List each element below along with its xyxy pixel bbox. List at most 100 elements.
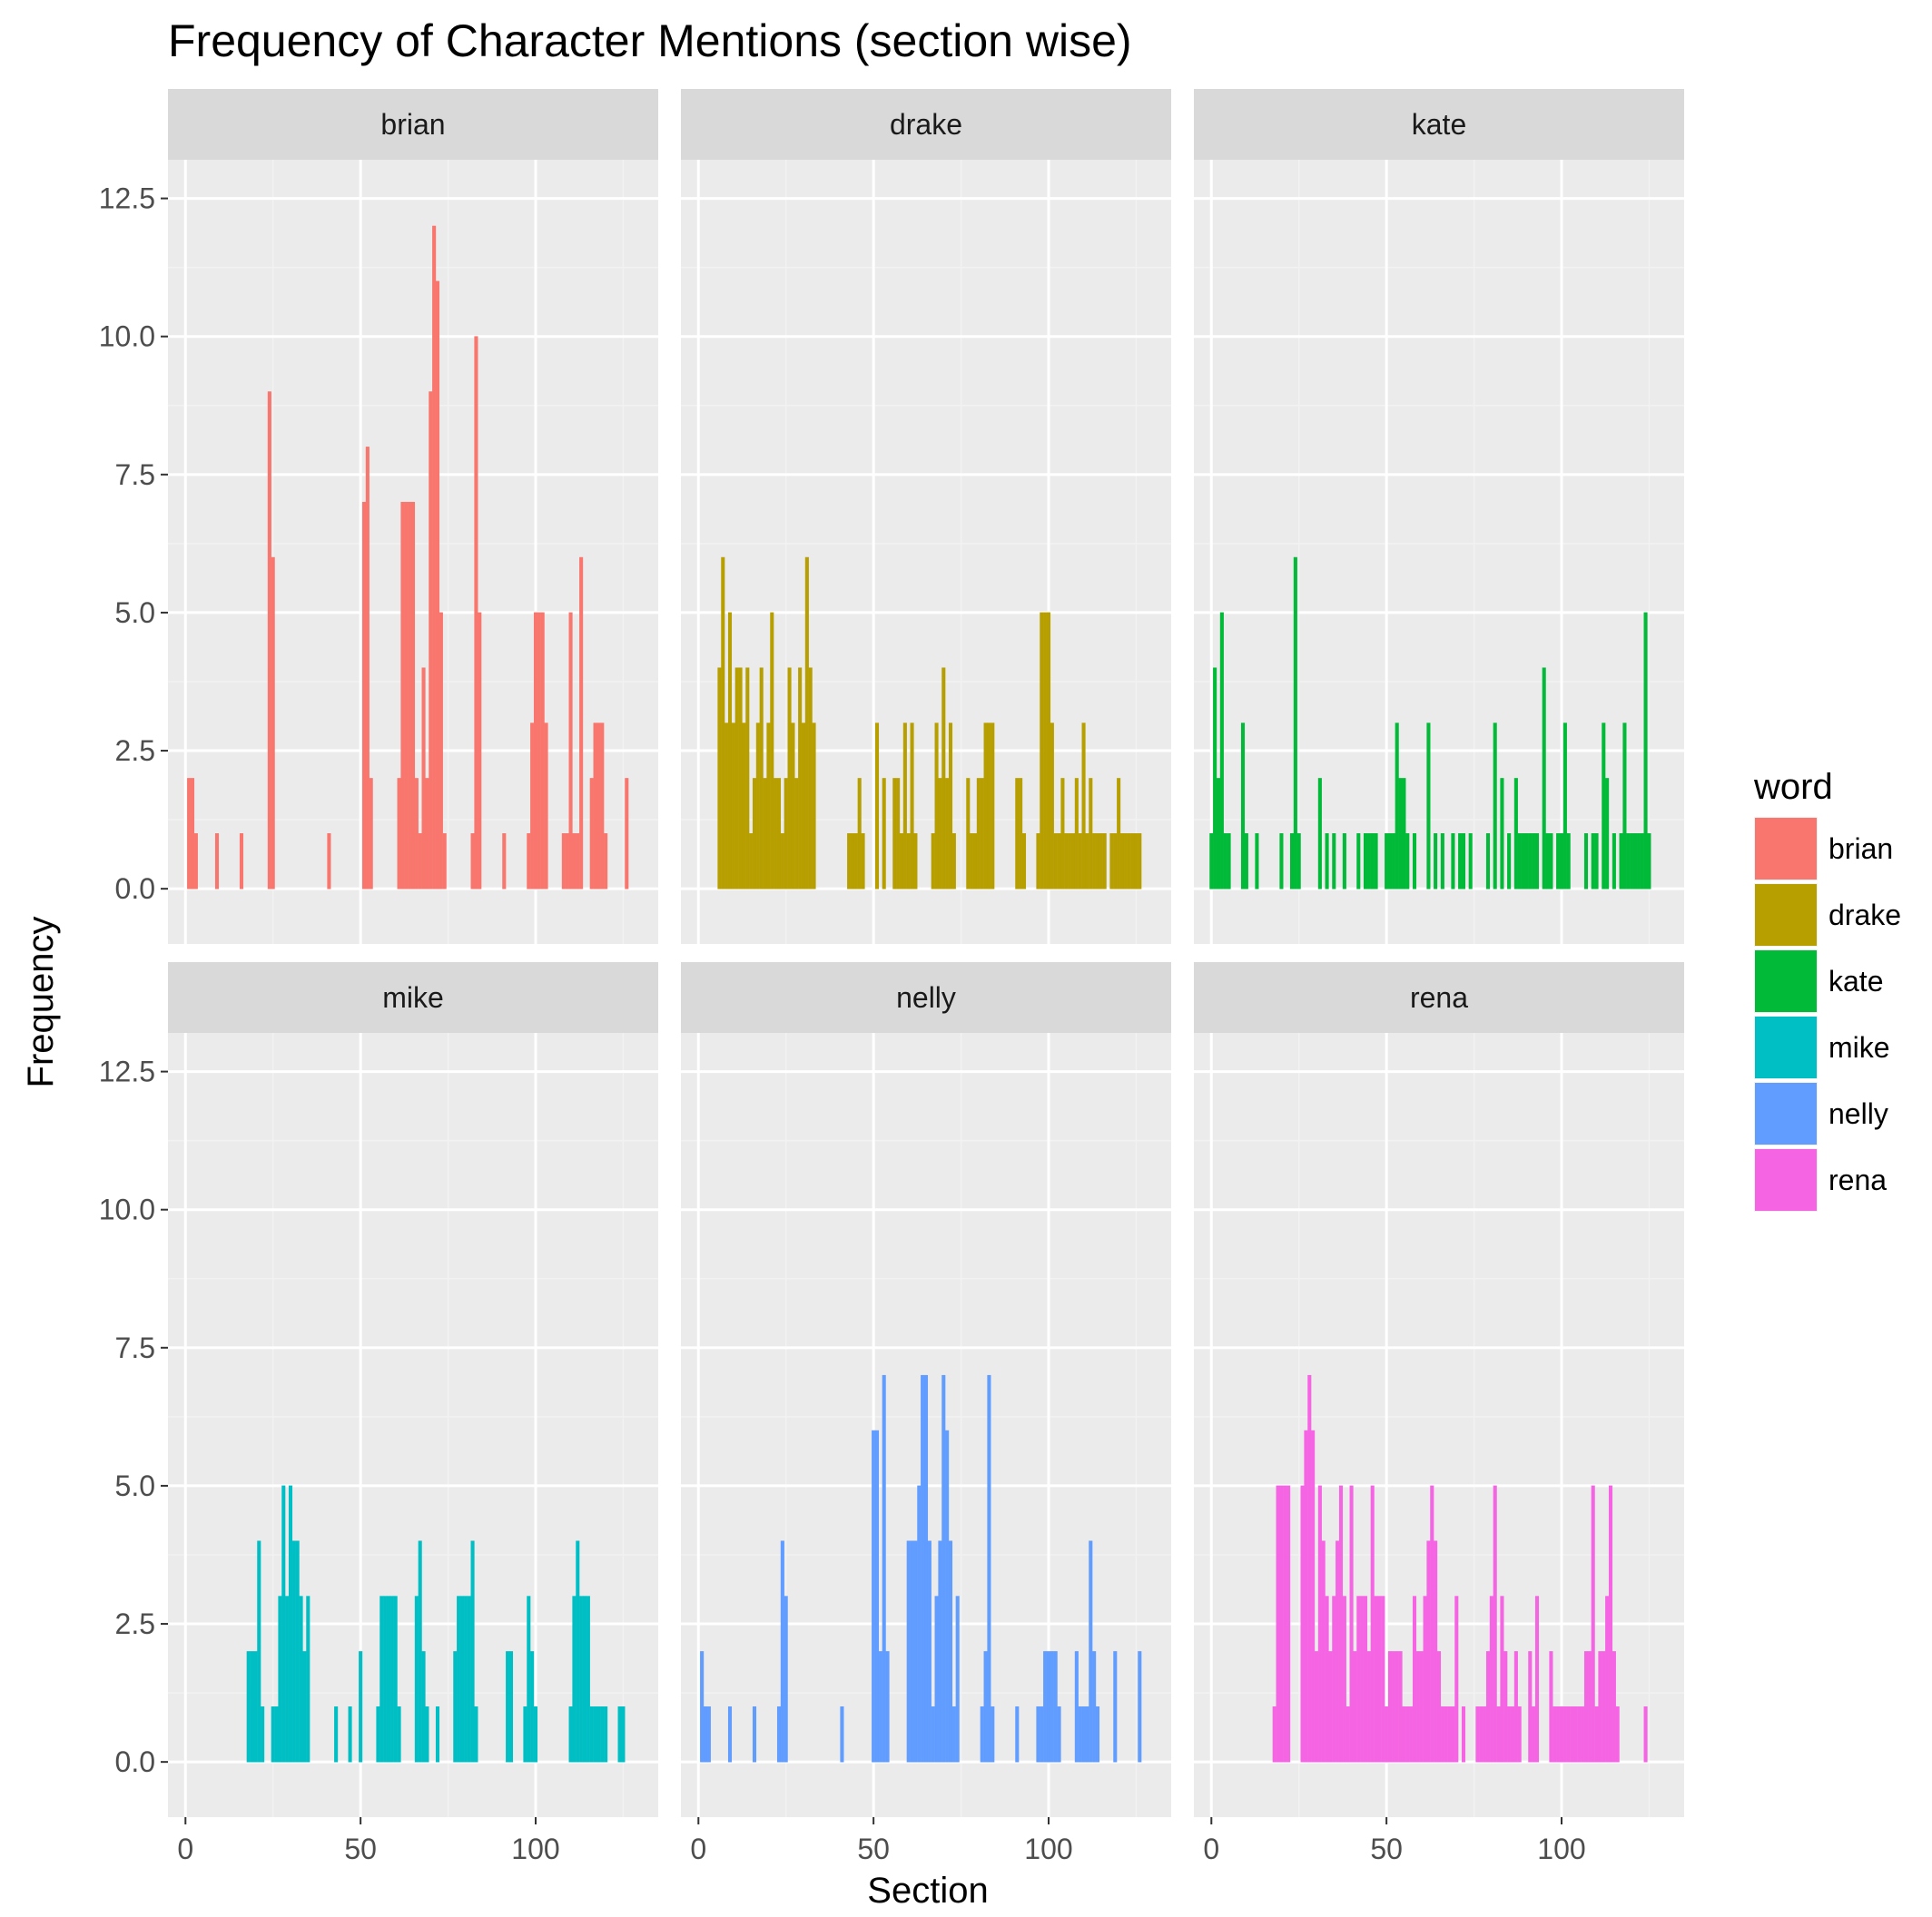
bar bbox=[1311, 1430, 1316, 1763]
bar bbox=[1089, 778, 1093, 890]
facet-strip-label: brian bbox=[380, 108, 445, 141]
bar bbox=[1485, 1651, 1491, 1763]
bar bbox=[302, 1651, 307, 1763]
bar bbox=[1078, 1706, 1082, 1763]
bar bbox=[913, 833, 918, 890]
bar bbox=[1138, 1651, 1142, 1763]
x-tick-label: 0 bbox=[177, 1833, 193, 1865]
bar bbox=[246, 1651, 251, 1763]
bar bbox=[945, 778, 950, 890]
bar bbox=[700, 1651, 705, 1763]
bar bbox=[1643, 1706, 1648, 1763]
bar bbox=[214, 833, 220, 890]
bar bbox=[721, 556, 725, 890]
bar bbox=[1240, 723, 1246, 890]
bar bbox=[776, 778, 782, 890]
bar bbox=[727, 1706, 733, 1763]
y-tick-label: 0.0 bbox=[115, 1745, 155, 1778]
legend-label-kate: kate bbox=[1828, 965, 1883, 998]
x-tick-label: 50 bbox=[857, 1833, 890, 1865]
bar bbox=[397, 778, 401, 890]
bar bbox=[418, 833, 422, 890]
facet-strip bbox=[1194, 89, 1684, 160]
bar bbox=[239, 833, 244, 890]
bar bbox=[913, 1540, 918, 1763]
bar bbox=[1587, 1651, 1592, 1763]
facet-strip bbox=[681, 962, 1171, 1033]
bar bbox=[731, 723, 735, 890]
bar bbox=[359, 1651, 363, 1763]
y-tick-label: 12.5 bbox=[99, 1056, 155, 1088]
bar bbox=[1092, 833, 1097, 890]
bar bbox=[1040, 1706, 1044, 1763]
bar bbox=[1570, 1706, 1574, 1763]
bar bbox=[857, 778, 862, 890]
x-tick-label: 100 bbox=[511, 1833, 559, 1865]
bar bbox=[1356, 833, 1361, 890]
bar bbox=[1524, 833, 1529, 890]
bar bbox=[397, 1706, 401, 1763]
bar bbox=[589, 778, 594, 890]
bar bbox=[1507, 833, 1512, 890]
bar bbox=[600, 1706, 605, 1763]
bar bbox=[1507, 1706, 1512, 1763]
bar bbox=[1015, 1706, 1020, 1763]
bar bbox=[976, 778, 981, 890]
bar bbox=[724, 723, 729, 890]
x-tick-label: 0 bbox=[690, 1833, 706, 1865]
bar bbox=[1440, 1706, 1444, 1763]
bar bbox=[1085, 833, 1089, 890]
bar bbox=[506, 1651, 510, 1763]
bar bbox=[1402, 1706, 1406, 1763]
bar bbox=[421, 1651, 426, 1763]
bar bbox=[1342, 833, 1346, 890]
y-axis-title: Frequency bbox=[21, 917, 61, 1088]
bar bbox=[850, 833, 855, 890]
bar bbox=[281, 1485, 286, 1763]
bar bbox=[1583, 833, 1589, 890]
bar bbox=[561, 833, 566, 890]
panel-background bbox=[1194, 160, 1684, 944]
bar bbox=[544, 723, 548, 890]
bar bbox=[1426, 723, 1431, 890]
bar bbox=[1099, 833, 1103, 890]
bar bbox=[1209, 833, 1214, 890]
bar bbox=[1095, 833, 1100, 890]
bar bbox=[948, 1540, 953, 1763]
bar bbox=[295, 1540, 300, 1763]
bar bbox=[1046, 612, 1051, 890]
bar bbox=[1412, 833, 1417, 890]
bar bbox=[951, 1706, 956, 1763]
bar bbox=[1338, 1485, 1344, 1763]
bar bbox=[1619, 833, 1623, 890]
bar bbox=[453, 1651, 458, 1763]
bar bbox=[389, 1596, 394, 1763]
bar bbox=[1458, 833, 1463, 890]
bar bbox=[1070, 833, 1076, 890]
bar bbox=[467, 1596, 471, 1763]
bar bbox=[1451, 1706, 1455, 1763]
bar bbox=[1317, 778, 1322, 890]
bar bbox=[365, 447, 370, 890]
bar bbox=[1500, 1596, 1504, 1763]
bar bbox=[1377, 1596, 1382, 1763]
bar bbox=[1387, 833, 1393, 890]
bar bbox=[470, 833, 475, 890]
bar bbox=[1434, 1540, 1438, 1763]
bar bbox=[530, 1651, 535, 1763]
bar bbox=[621, 1706, 626, 1763]
bar bbox=[1289, 833, 1295, 890]
bar bbox=[1130, 833, 1135, 890]
bar bbox=[383, 1596, 388, 1763]
bar bbox=[414, 1596, 419, 1763]
bar bbox=[267, 391, 271, 890]
bar bbox=[586, 1596, 590, 1763]
bar bbox=[906, 1540, 911, 1763]
bar bbox=[749, 833, 754, 890]
bar bbox=[508, 1651, 514, 1763]
bar bbox=[892, 778, 897, 890]
y-tick-label: 2.5 bbox=[115, 734, 155, 767]
legend-label-mike: mike bbox=[1828, 1031, 1890, 1064]
bar bbox=[1419, 1651, 1424, 1763]
bar bbox=[1353, 1651, 1357, 1763]
